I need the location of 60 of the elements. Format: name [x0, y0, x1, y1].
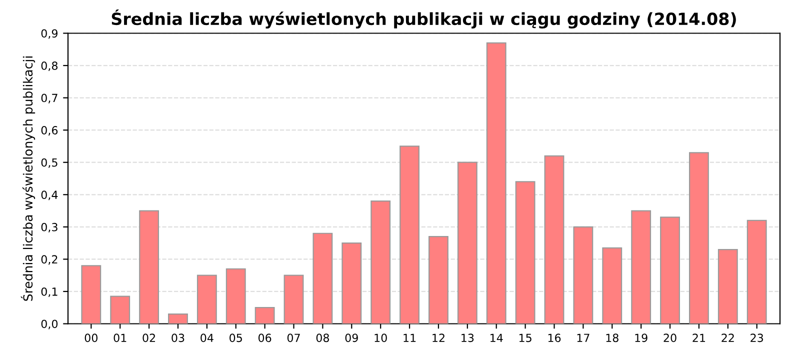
y-tick-label: 0,6: [41, 126, 58, 136]
bar: [400, 146, 420, 324]
x-tick-label: 06: [258, 334, 272, 342]
bar: [689, 152, 709, 324]
bar: [573, 226, 594, 324]
x-tick-label: 17: [577, 334, 590, 342]
y-tick-label: 0,7: [41, 94, 58, 104]
x-tick-label: 09: [345, 334, 358, 342]
y-tick-label: 0,3: [41, 222, 58, 232]
x-tick-label: 05: [230, 334, 242, 342]
y-tick-label: 0,8: [41, 62, 58, 72]
bar: [226, 268, 246, 324]
x-tick-label: 10: [374, 334, 387, 342]
bar: [168, 314, 188, 324]
y-axis-title: Średnia liczba wyświetlonych publikacji: [20, 56, 36, 301]
bar: [486, 42, 506, 324]
bar: [428, 236, 448, 324]
bar: [457, 162, 478, 324]
x-tick-label: 08: [316, 334, 330, 342]
x-tick-label: 14: [490, 334, 503, 342]
x-tick-label: 01: [114, 334, 126, 342]
y-tick-label: 0,9: [41, 29, 58, 39]
bar: [196, 274, 217, 324]
x-tick-label: 11: [404, 334, 416, 342]
x-tick-label: 21: [692, 334, 706, 342]
bar: [746, 220, 767, 324]
bar: [312, 232, 333, 324]
y-tick-label: 0,5: [41, 158, 58, 168]
chart-title: Średnia liczba wyświetlonych publikacji w ciągu godziny (2014.08): [112, 9, 736, 29]
x-tick-label: 04: [200, 334, 214, 342]
bar: [81, 265, 102, 324]
bar: [342, 242, 362, 324]
bar: [139, 210, 159, 324]
x-tick-label: 18: [606, 334, 618, 342]
x-tick-label: 16: [548, 334, 561, 342]
bar: [602, 247, 622, 324]
bar: [631, 210, 652, 324]
y-tick-label: 0,0: [41, 320, 58, 330]
bar: [370, 200, 391, 324]
bar: [284, 274, 304, 324]
y-tick-label: 0,1: [41, 287, 58, 297]
x-tick-label: 19: [635, 334, 648, 342]
x-tick-label: 07: [287, 334, 300, 342]
x-tick-label: 02: [142, 334, 155, 342]
x-tick-label: 15: [519, 334, 532, 342]
x-tick-label: 12: [432, 334, 444, 342]
y-tick-label: 0,4: [41, 190, 58, 200]
y-tick-label: 0,2: [41, 255, 58, 265]
x-tick-label: 03: [172, 334, 184, 342]
x-tick-label: 20: [664, 334, 676, 342]
x-tick-label: 23: [750, 334, 764, 342]
bar: [544, 155, 564, 324]
x-tick-label: 13: [462, 334, 474, 342]
x-tick-label: 22: [722, 334, 734, 342]
bar: [515, 181, 536, 324]
bar: [718, 248, 738, 324]
bar: [254, 307, 275, 324]
x-tick-label: 00: [84, 334, 98, 342]
bar: [110, 296, 130, 324]
bar: [660, 216, 680, 324]
